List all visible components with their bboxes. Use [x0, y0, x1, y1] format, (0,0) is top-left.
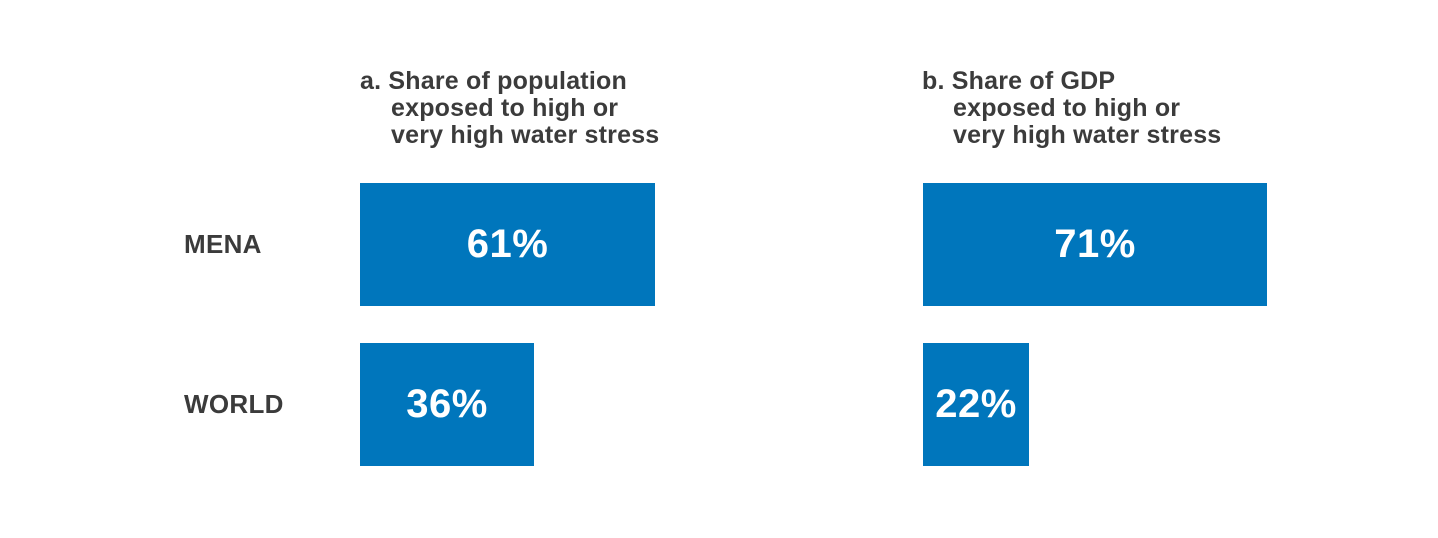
- panel-a-title-line-3: very high water stress: [391, 121, 660, 149]
- bar-gdp-mena: 71%: [923, 183, 1267, 306]
- panel-b-title-line-3: very high water stress: [953, 121, 1222, 149]
- bar-population-world-value-label: 36%: [406, 382, 488, 426]
- panel-b-title-line-2: exposed to high or: [953, 94, 1181, 122]
- bar-gdp-mena-value-label: 71%: [1054, 222, 1136, 266]
- bar-gdp-world: 22%: [923, 343, 1029, 466]
- bar-gdp-world-value-label: 22%: [935, 382, 1017, 426]
- category-label-world: WORLD: [184, 389, 284, 419]
- bar-population-mena-value-label: 61%: [466, 222, 549, 266]
- category-label-mena: MENA: [184, 229, 262, 259]
- bar-population-world: 36%: [360, 343, 534, 466]
- bar-population-mena: 61%: [360, 183, 655, 306]
- panel-a-title-line-2: exposed to high or: [391, 94, 619, 122]
- panel-b-title-line-1: b. Share of GDP: [922, 67, 1116, 95]
- panel-b-title: b. Share of GDP exposed to high or very …: [922, 68, 1221, 149]
- panel-a-title: a. Share of population exposed to high o…: [360, 68, 659, 149]
- panel-a-title-line-1: a. Share of population: [360, 67, 627, 95]
